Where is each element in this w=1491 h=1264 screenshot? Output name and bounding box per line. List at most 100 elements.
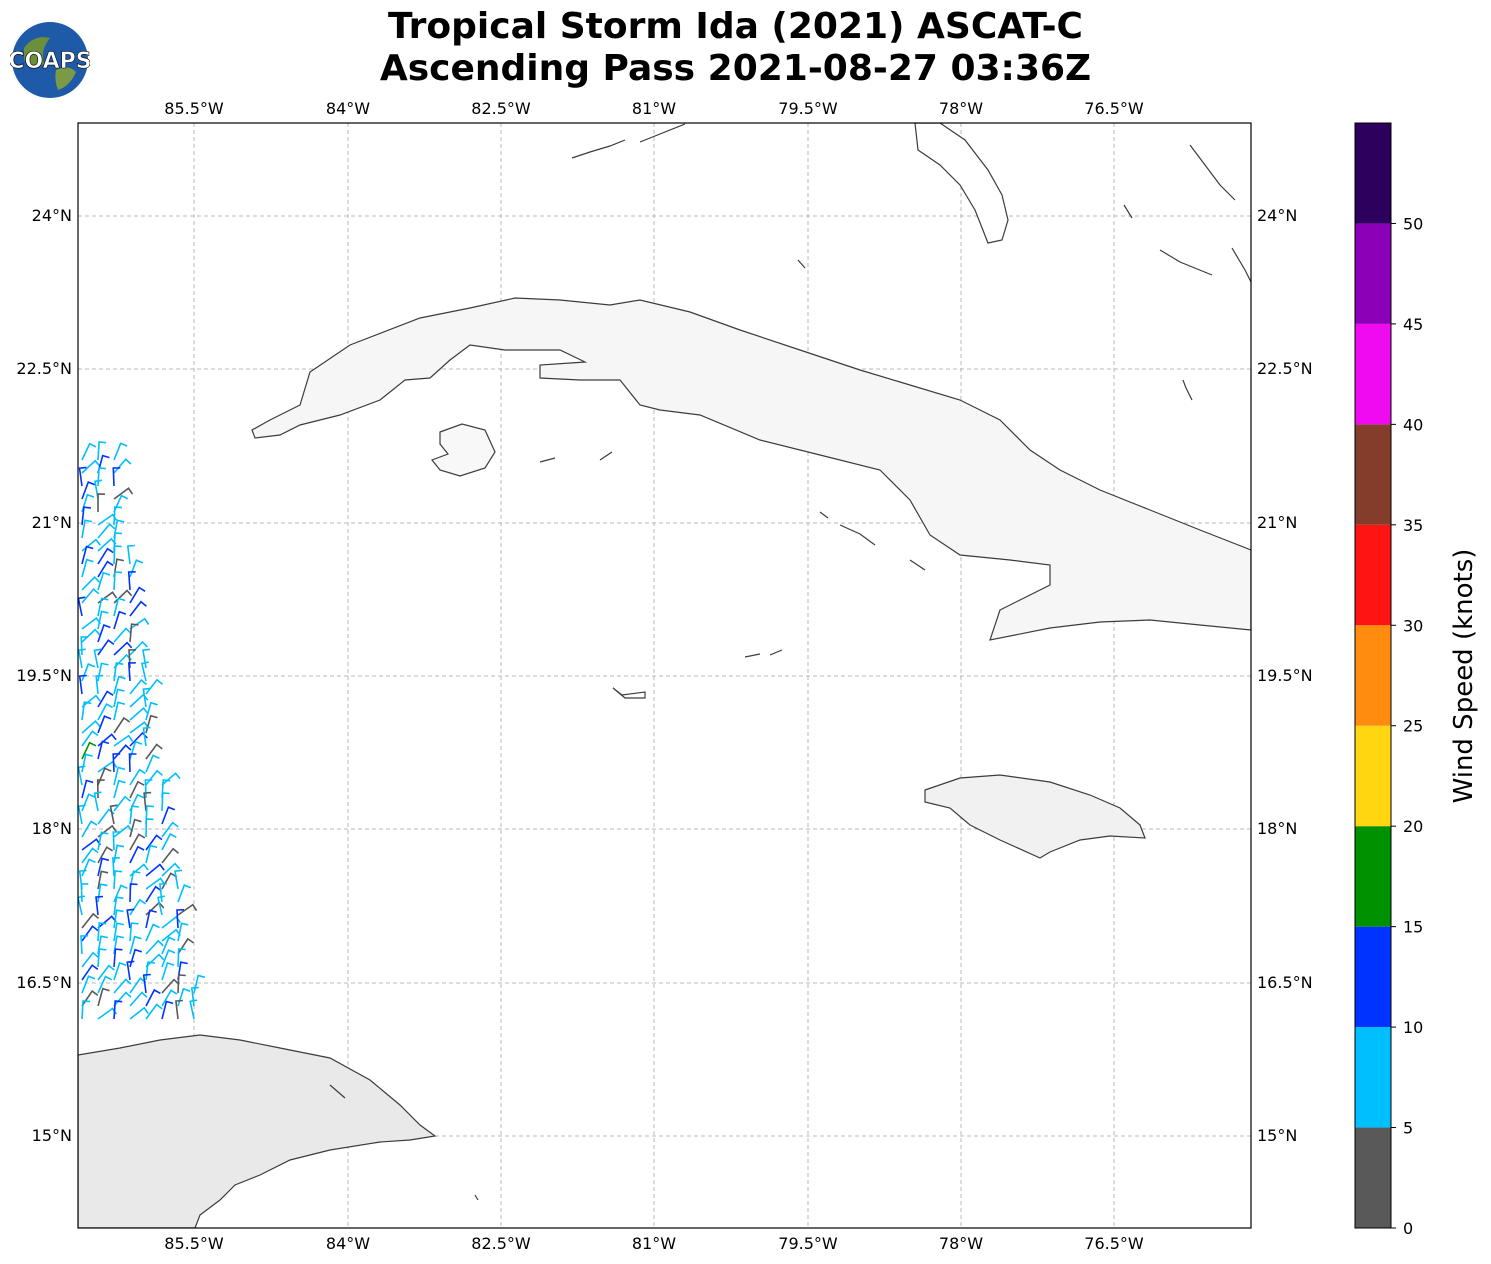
wind-barb xyxy=(113,519,125,539)
wind-barb xyxy=(145,805,154,825)
wind-barb xyxy=(174,869,183,890)
land-honduras xyxy=(78,1034,437,1228)
wind-barb xyxy=(81,779,94,799)
wind-barb xyxy=(81,820,98,838)
wind-barb xyxy=(81,847,99,864)
wind-barb xyxy=(145,754,160,773)
lat-label-left: 16.5°N xyxy=(16,973,72,992)
wind-barb xyxy=(97,639,115,656)
wind-barb xyxy=(113,597,126,617)
wind-barb xyxy=(126,908,135,929)
colorbar-segment xyxy=(1355,625,1391,726)
wind-barb xyxy=(126,544,135,565)
wind-barb xyxy=(97,623,111,643)
lon-label-top: 82.5°W xyxy=(471,99,531,118)
wind-barb xyxy=(126,960,135,981)
wind-barb xyxy=(145,923,160,942)
wind-barbs xyxy=(78,441,206,1020)
wind-barb xyxy=(97,846,114,864)
lat-label-right: 18°N xyxy=(1257,819,1297,838)
wind-barb xyxy=(78,466,87,487)
wind-barb xyxy=(129,991,148,1007)
wind-barb xyxy=(97,740,110,760)
land-cayman xyxy=(612,649,783,699)
land-isla-juventud xyxy=(431,423,496,477)
wind-barb xyxy=(161,978,180,994)
wind-barb xyxy=(113,716,131,734)
wind-barb xyxy=(145,743,163,760)
wind-barb xyxy=(129,731,148,747)
wind-barb xyxy=(97,493,106,512)
wind-barb xyxy=(128,649,137,669)
colorbar-tick-label: 0 xyxy=(1403,1219,1413,1238)
lat-label-left: 15°N xyxy=(32,1126,72,1145)
wind-barb xyxy=(81,741,97,760)
wind-barb xyxy=(97,560,114,578)
wind-barb xyxy=(142,687,151,708)
land-bahamas xyxy=(797,144,1251,401)
wind-barb xyxy=(80,636,89,656)
wind-barb xyxy=(97,610,109,630)
wind-barb xyxy=(112,857,120,877)
wind-barb xyxy=(129,1006,149,1020)
wind-barb xyxy=(113,734,134,747)
lon-label-top: 76.5°W xyxy=(1084,99,1144,118)
wind-barb xyxy=(113,558,124,578)
colorbar-segment xyxy=(1355,826,1391,927)
wind-barb xyxy=(81,587,100,604)
wind-barb xyxy=(97,702,113,721)
lat-label-right: 16.5°N xyxy=(1257,973,1313,992)
wind-barb xyxy=(81,519,93,539)
wind-barb xyxy=(129,600,147,617)
wind-barb xyxy=(113,779,126,799)
wind-barb xyxy=(81,730,99,747)
wind-barb xyxy=(81,951,99,968)
wind-barb xyxy=(97,922,107,942)
wind-barb xyxy=(97,948,107,968)
wind-barb xyxy=(161,806,176,825)
wind-barb xyxy=(129,833,146,851)
wind-barb xyxy=(81,975,96,994)
wind-barb xyxy=(113,922,124,942)
colorbar-segment xyxy=(1355,926,1391,1028)
wind-barb xyxy=(113,795,131,812)
wind-barb xyxy=(97,760,118,773)
wind-barb xyxy=(129,845,145,864)
wind-barb xyxy=(112,467,121,487)
wind-barb xyxy=(161,832,177,851)
wind-barb xyxy=(177,974,186,994)
lon-label-top: 85.5°W xyxy=(164,99,224,118)
wind-barb xyxy=(161,936,176,955)
wind-barb xyxy=(161,779,171,799)
wind-barb xyxy=(93,791,102,812)
wind-barb xyxy=(177,884,192,903)
wind-barb xyxy=(81,701,92,721)
wind-barb xyxy=(145,885,162,903)
colorbar: 0 5 10 15 20 25 30 35 40 45 50 xyxy=(1354,122,1423,1238)
wind-barb xyxy=(145,961,156,981)
wind-barb xyxy=(97,715,112,734)
colorbar-segment xyxy=(1355,1127,1391,1228)
wind-barb xyxy=(97,597,109,617)
colorbar-tick-label: 20 xyxy=(1403,817,1423,836)
wind-barb xyxy=(81,912,100,929)
land-florida-keys xyxy=(571,123,686,159)
wind-barb xyxy=(140,661,149,682)
wind-barb xyxy=(113,978,132,994)
wind-barb xyxy=(157,895,165,916)
wind-barb xyxy=(97,964,115,981)
wind-barb xyxy=(97,454,110,474)
lon-label-bottom: 82.5°W xyxy=(471,1234,531,1253)
wind-barb xyxy=(113,870,123,890)
wind-barb xyxy=(145,909,157,929)
lon-label-top: 79.5°W xyxy=(778,99,838,118)
lat-label-right: 22.5°N xyxy=(1257,359,1313,378)
wind-barb xyxy=(112,753,121,773)
wind-barb xyxy=(161,862,181,877)
wind-barb xyxy=(161,1000,174,1020)
wind-barb xyxy=(113,909,124,929)
wind-barb xyxy=(176,909,185,929)
coaps-logo: COAPS xyxy=(10,22,90,98)
lon-label-bottom: 81°W xyxy=(632,1234,676,1253)
lat-label-left: 21°N xyxy=(32,513,72,532)
